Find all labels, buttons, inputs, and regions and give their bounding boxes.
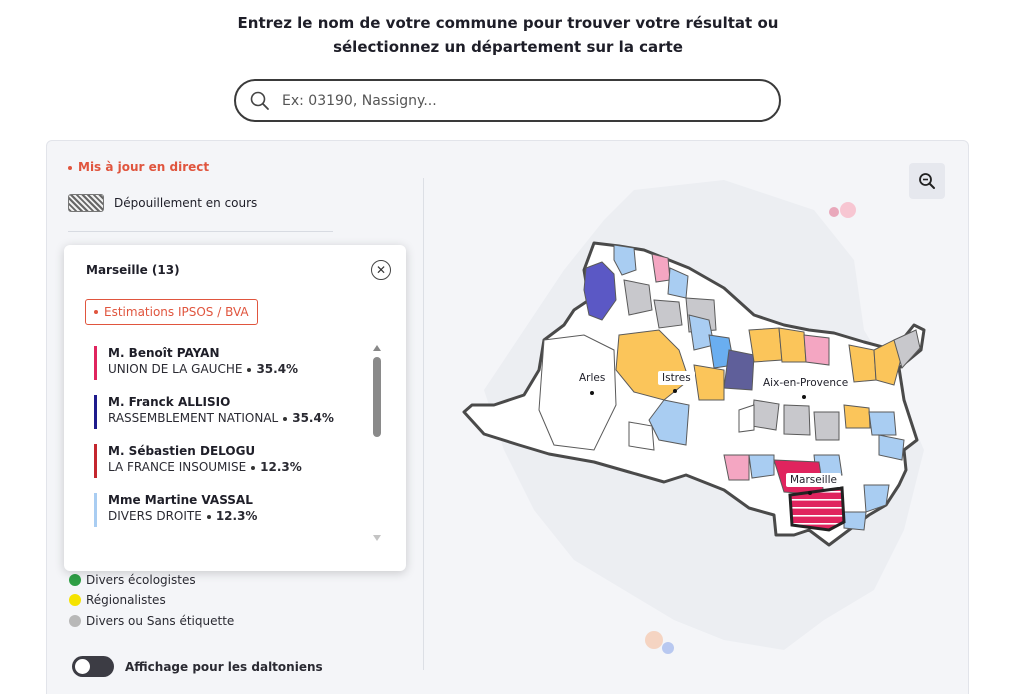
scroll-down-arrow-icon[interactable] [373,535,381,541]
legend-item-no-label: Divers ou Sans étiquette [69,614,234,628]
candidate-party: LA FRANCE INSOUMISE 12.3% [108,459,364,476]
city-label-istres[interactable]: Istres [658,371,695,385]
separator-dot-icon [206,514,211,519]
candidate-percentage: 12.3% [215,509,258,523]
arles-dot-icon [590,391,594,395]
close-button[interactable]: ✕ [371,260,391,280]
page-heading: Entrez le nom de votre commune pour trou… [0,11,1016,59]
candidate-party: RASSEMBLEMENT NATIONAL 35.4% [108,410,364,427]
badge-dot-icon [94,310,98,314]
commune-popup: Marseille (13) ✕ Estimations IPSOS / BVA… [64,245,406,571]
heading-line-2: sélectionnez un département sur la carte [333,38,683,56]
party-name: DIVERS DROITE [108,509,202,523]
legend-label: Divers écologistes [86,573,196,587]
candidate-percentage: 35.4% [256,362,299,376]
candidate-row: M. Sébastien DELOGU LA FRANCE INSOUMISE 1… [94,443,364,478]
city-label-arles[interactable]: Arles [575,371,610,385]
hatch-pattern-icon [68,194,104,212]
separator-dot-icon [283,416,288,421]
scroll-up-arrow-icon[interactable] [373,345,381,351]
candidate-name: Mme Martine VASSAL [108,493,253,507]
colorblind-toggle-row: Affichage pour les daltoniens [72,656,323,677]
separator-dot-icon [251,465,256,470]
colorblind-toggle[interactable] [72,656,114,677]
live-update-text: Mis à jour en direct [78,160,210,174]
candidate-name: M. Benoît PAYAN [108,346,220,360]
party-name: UNION DE LA GAUCHE [108,362,243,376]
aix-dot-icon [802,395,806,399]
legend-swatch [69,594,81,606]
search-input[interactable] [282,92,752,109]
toggle-knob [75,659,90,674]
heading-line-1: Entrez le nom de votre commune pour trou… [237,14,779,32]
candidate-percentage: 35.4% [292,411,334,425]
party-name: LA FRANCE INSOUMISE [108,460,247,474]
legend-label: Régionalistes [86,593,166,607]
city-label-marseille[interactable]: Marseille [786,473,841,487]
search-field[interactable] [234,79,781,122]
legend-label: Divers ou Sans étiquette [86,614,235,628]
counting-label: Dépouillement en cours [114,196,258,210]
counting-legend: Dépouillement en cours [68,194,257,212]
legend-swatch [69,615,81,627]
estimation-badge: Estimations IPSOS / BVA [85,299,258,325]
candidate-color-bar [94,395,97,429]
panel-divider [423,178,424,670]
candidate-party: DIVERS DROITE 12.3% [108,508,364,525]
legend-item-regionalists: Régionalistes [69,593,166,607]
confetti-decoration [645,202,856,654]
department-map[interactable] [424,150,964,680]
live-dot-icon [68,165,72,170]
zoom-out-icon [919,173,935,189]
marseille-dot-icon [808,491,812,495]
party-name: RASSEMBLEMENT NATIONAL [108,411,279,425]
candidate-color-bar [94,493,97,527]
commune-regions[interactable] [538,244,921,532]
istres-dot-icon [673,389,677,393]
legend-item-ecologists: Divers écologistes [69,573,196,587]
candidate-percentage: 12.3% [260,460,302,474]
popup-title: Marseille (13) [86,263,180,277]
legend-swatch [69,574,81,586]
candidate-row: M. Franck ALLISIO RASSEMBLEMENT NATIONAL… [94,394,364,429]
zoom-out-button[interactable] [909,163,945,199]
candidate-row: Mme Martine VASSAL DIVERS DROITE 12.3% [94,492,364,527]
separator-dot-icon [247,367,252,372]
colorblind-toggle-label: Affichage pour les daltoniens [125,659,323,674]
candidate-color-bar [94,444,97,478]
candidate-party: UNION DE LA GAUCHE 35.4% [108,361,364,378]
candidate-name: M. Franck ALLISIO [108,395,231,409]
candidate-color-bar [94,346,97,380]
legend-divider [68,231,333,232]
estimation-badge-label: Estimations IPSOS / BVA [104,305,249,319]
candidate-list[interactable]: M. Benoît PAYAN UNION DE LA GAUCHE 35.4% … [94,345,366,541]
candidate-row: M. Benoît PAYAN UNION DE LA GAUCHE 35.4% [94,345,364,380]
search-icon [250,91,269,110]
city-label-aix-en-provence[interactable]: Aix-en-Provence [759,376,853,390]
candidate-name: M. Sébastien DELOGU [108,444,256,458]
candidate-list-scrollbar[interactable] [372,345,382,541]
scroll-thumb[interactable] [373,357,381,437]
live-update-indicator: Mis à jour en direct [68,160,209,174]
close-icon: ✕ [375,263,387,277]
